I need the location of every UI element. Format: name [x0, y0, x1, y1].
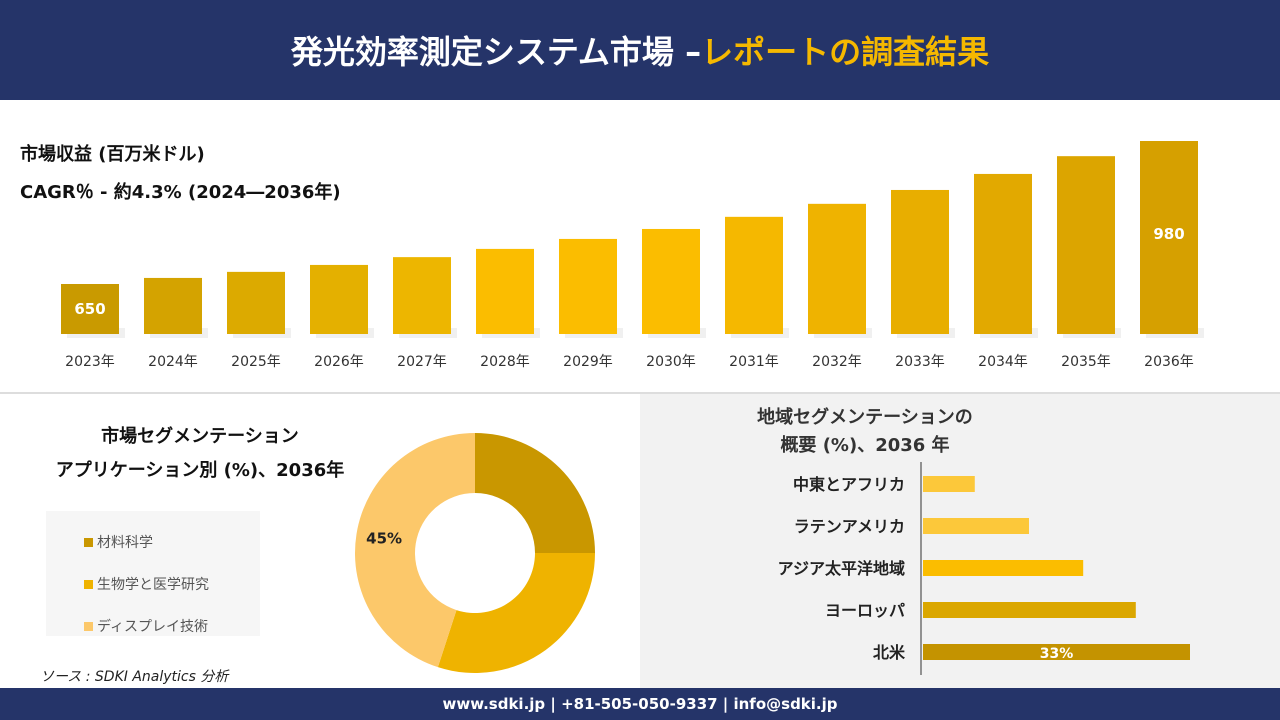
x-tick-label: 2027年: [397, 354, 447, 370]
bar-中東とアフリカ: [923, 476, 975, 492]
donut-slice-材料科学: [475, 433, 595, 553]
bar-ヨーロッパ: [923, 602, 1136, 618]
x-tick-label: 2030年: [646, 354, 696, 370]
x-tick-label: 2029年: [563, 354, 613, 370]
y-tick-label: ヨーロッパ: [825, 601, 905, 620]
x-tick-label: 2035年: [1061, 354, 1111, 370]
bar-ラテンアメリカ: [923, 518, 1029, 534]
source-note: ソース : SDKI Analytics 分析: [40, 669, 229, 685]
x-tick-label: 2028年: [480, 354, 530, 370]
segment-title-line2: アプリケーション別 (%)、2036年: [55, 460, 345, 481]
legend-item: ディスプレイ技術: [84, 605, 260, 647]
legend-item: 生物学と医学研究: [84, 563, 260, 605]
x-tick-label: 2024年: [148, 354, 198, 370]
bar-2031年: [725, 216, 783, 334]
bar-2026年: [310, 264, 368, 334]
bar-アジア太平洋地域: [923, 560, 1084, 576]
region-panel: [640, 394, 1280, 688]
y-tick-label: 中東とアフリカ: [793, 475, 905, 494]
legend-swatch: [84, 537, 93, 547]
bar-2029年: [559, 238, 617, 334]
segment-title-line1: 市場セグメンテーション: [101, 426, 299, 447]
bar-data-label: 980: [1153, 225, 1184, 243]
y-tick-label: ラテンアメリカ: [794, 517, 905, 536]
bar-2033年: [891, 189, 949, 334]
region-title: 地域セグメンテーションの 概要 (%)、2036 年: [640, 404, 1090, 460]
x-tick-label: 2031年: [729, 354, 779, 370]
bar-data-label: 650: [74, 300, 105, 318]
bar-2035年: [1057, 156, 1115, 334]
title-text: 発光効率測定システム市場 –: [290, 33, 702, 71]
bar-2030年: [642, 228, 700, 334]
bar-2032年: [808, 203, 866, 334]
y-tick-label: アジア太平洋地域: [778, 559, 905, 578]
legend-label: ディスプレイ技術: [97, 619, 209, 635]
bar-2024年: [144, 277, 202, 334]
cagr-text: CAGR％ - 約4.3% (2024―2036年): [20, 182, 341, 203]
x-tick-label: 2025年: [231, 354, 281, 370]
legend-label: 生物学と医学研究: [97, 577, 209, 593]
application-donut-chart: 45%: [354, 433, 595, 673]
bar-2036年: [1140, 141, 1198, 334]
donut-legend: 材料科学生物学と医学研究 ディスプレイ技術: [46, 511, 260, 636]
region-title-line2: 概要 (%)、2036 年: [780, 435, 950, 456]
bar-2025年: [227, 271, 285, 334]
divider: [0, 392, 1280, 394]
donut-slice-生物学と医学研究: [437, 553, 595, 673]
title-accent: レポートの調査結果: [701, 33, 990, 71]
revenue-bar-chart: 2023年 650 2024年 2025年 2026年 2027年 2028年 2029年 20…: [61, 141, 1204, 370]
region-title-line1: 地域セグメンテーションの: [757, 407, 973, 428]
bar-2028年: [476, 248, 534, 334]
y-tick-label: 北米: [873, 643, 906, 662]
x-tick-label: 2032年: [812, 354, 862, 370]
donut-slice-ディスプレイ技術: [354, 433, 475, 668]
bar-2023年: [61, 284, 119, 334]
x-tick-label: 2036年: [1144, 354, 1194, 370]
x-tick-label: 2033年: [895, 354, 945, 370]
page-title: 発光効率測定システム市場 – レポートの調査結果: [0, 0, 1280, 100]
bar-2034年: [974, 173, 1032, 334]
slice-data-label: 45%: [366, 530, 402, 548]
legend-item: 材料科学: [84, 521, 260, 563]
bar-2027年: [393, 257, 451, 334]
bar-北米: [923, 644, 1190, 660]
revenue-title: 市場収益 (百万米ドル): [20, 144, 205, 165]
x-tick-label: 2034年: [978, 354, 1028, 370]
x-tick-label: 2023年: [65, 354, 115, 370]
legend-swatch: [84, 579, 93, 589]
bar-data-label: 33%: [1040, 646, 1074, 662]
footer-contact: www.sdki.jp | +81-505-050-9337 | info@sd…: [0, 688, 1280, 720]
x-tick-label: 2026年: [314, 354, 364, 370]
legend-swatch: [84, 621, 93, 631]
legend-label: 材料科学: [97, 535, 153, 551]
segment-title: 市場セグメンテーションアプリケーション別 (%)、2036年: [20, 420, 380, 488]
